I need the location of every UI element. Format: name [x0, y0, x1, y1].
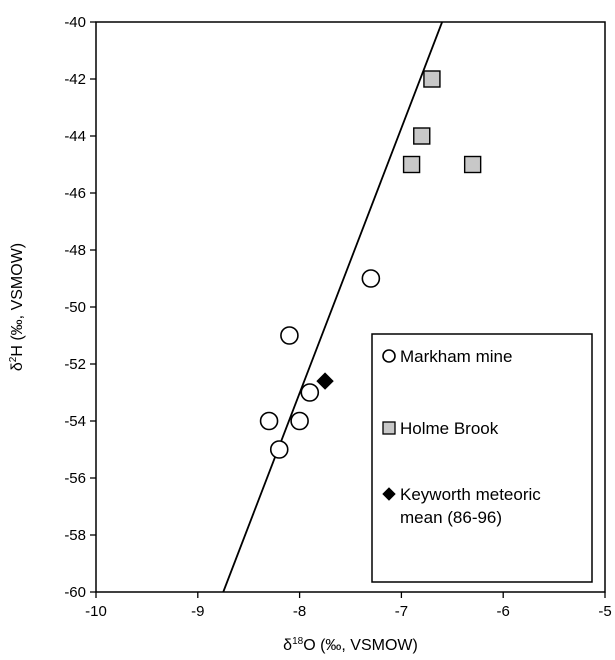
- legend-box: [371, 333, 593, 583]
- y-tick-label: -52: [64, 356, 86, 373]
- data-point-circle: [280, 326, 299, 345]
- y-tick-label: -40: [64, 14, 86, 31]
- legend-label: mean (86-96): [400, 508, 502, 527]
- y-tick-label: -54: [64, 413, 86, 430]
- x-tick-label: -5: [598, 603, 611, 620]
- legend-label: Keyworth meteoric: [400, 485, 541, 504]
- data-point-square: [402, 155, 421, 174]
- legend-diamond: [382, 487, 396, 501]
- y-tick-label: -56: [64, 470, 86, 487]
- y-tick-label: -60: [64, 584, 86, 601]
- x-tick-label: -10: [85, 603, 107, 620]
- legend-label: Markham mine: [400, 347, 512, 366]
- data-point-diamond: [316, 372, 334, 390]
- axis-titles-group: δ18O (‰, VSMOW) δ2H (‰, VSMOW): [8, 243, 418, 654]
- y-tick-label: -48: [64, 242, 86, 259]
- x-tick-label: -6: [497, 603, 510, 620]
- data-point-circle: [269, 440, 289, 459]
- legend-marker-circle: [382, 349, 396, 363]
- regression-line-group: [222, 21, 443, 593]
- legend-marker-diamond: [382, 487, 396, 501]
- tick-group: -60 -58 -56 -54 -52 -50 -48 -46 -44 -42 -40 -10 -9 -8…: [64, 14, 611, 620]
- meteoric-water-line: [222, 21, 443, 593]
- x-tick-label: -8: [293, 603, 306, 620]
- y-axis-title: δ2H (‰, VSMOW): [8, 243, 26, 371]
- data-point-circle: [361, 269, 381, 288]
- x-axis-title: δ18O (‰, VSMOW): [283, 636, 418, 654]
- y-tick-label: -42: [64, 71, 86, 88]
- y-tick-label: -46: [64, 185, 86, 202]
- points-group: [259, 70, 482, 459]
- x-tick-label: -9: [191, 603, 204, 620]
- y-tick-label: -58: [64, 527, 86, 544]
- data-point-circle: [259, 411, 279, 431]
- y-tick-label: -50: [64, 299, 86, 316]
- data-point-circle: [290, 411, 309, 431]
- legend-group: Markham mine Holme Brook Keyworth meteoric…: [371, 333, 593, 583]
- data-point-square: [423, 70, 441, 88]
- data-point-square: [413, 127, 431, 145]
- legend-label: Holme Brook: [400, 419, 499, 438]
- data-point-square: [463, 155, 482, 174]
- data-point-circle: [300, 383, 320, 402]
- legend-square: [382, 421, 396, 435]
- x-tick-label: -7: [395, 603, 408, 620]
- legend-marker-square: [382, 421, 396, 435]
- y-tick-label: -44: [64, 128, 86, 145]
- legend-circle: [382, 349, 396, 363]
